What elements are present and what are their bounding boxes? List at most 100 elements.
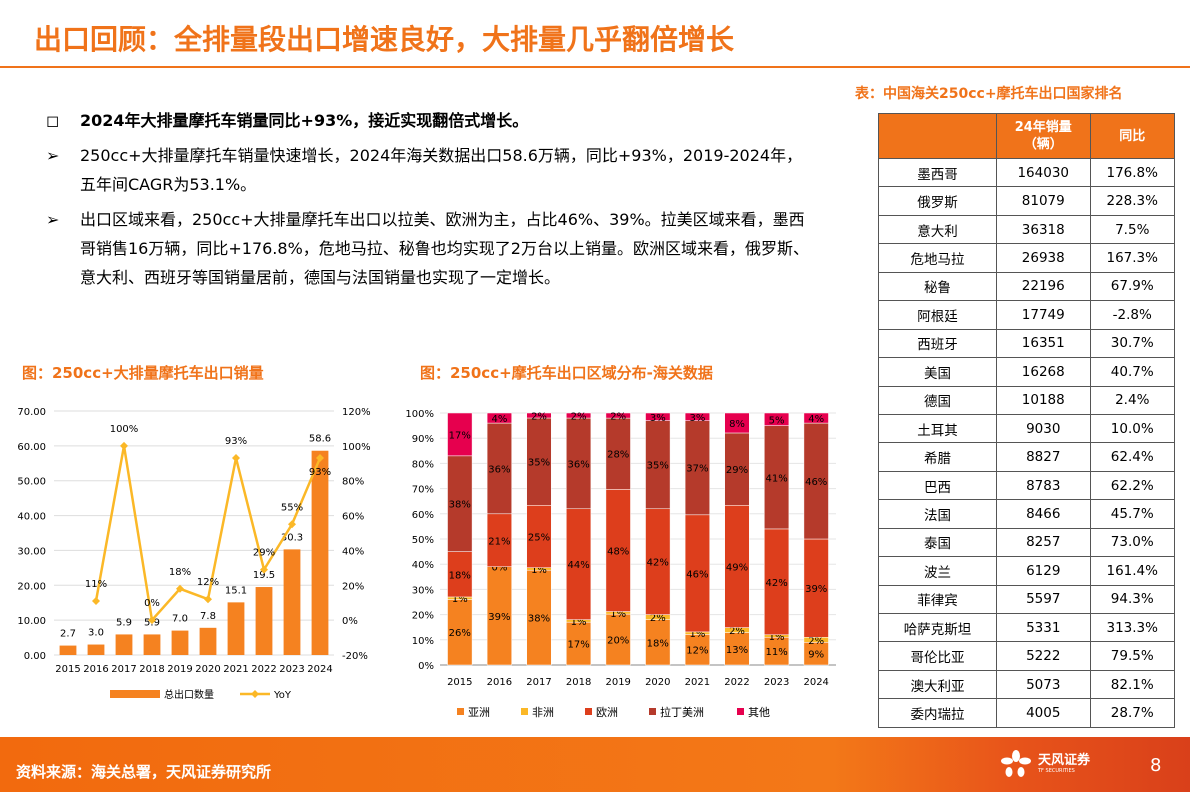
y-tick-right: 100% [342, 442, 371, 453]
table-cell: 巴西 [878, 470, 997, 501]
legend-swatch [457, 708, 464, 715]
table-cell: 2.4% [1089, 385, 1175, 415]
table-cell: 40.7% [1089, 357, 1175, 387]
x-tick: 2018 [139, 664, 164, 675]
yoy-point [260, 565, 268, 574]
segment-label: 35% [647, 461, 669, 472]
segment-label: 12% [686, 646, 708, 657]
bar-segment [447, 455, 473, 552]
region-distribution-chart: 0% 10% 20% 30% 40% 50% 60% 70% 80% 90% 100% 26% 1% 18… [405, 409, 836, 719]
segment-label: 4% [491, 414, 507, 425]
table-cell: 波兰 [878, 556, 997, 586]
y-tick: 70% [412, 485, 434, 496]
table-row: 哥伦比亚 5222 79.5% [878, 641, 1175, 671]
x-tick: 2017 [526, 677, 551, 688]
legend-label: 亚洲 [468, 706, 490, 719]
table-cell: 26938 [996, 243, 1091, 273]
bar-label: 3.0 [88, 628, 104, 639]
table-cell: 5597 [996, 584, 1091, 615]
bar-segment [566, 417, 592, 510]
square-bullet-icon: ◻ [46, 111, 60, 130]
legend-label: 其他 [748, 706, 770, 719]
segment-label: 46% [686, 569, 708, 580]
x-tick: 2021 [685, 677, 710, 688]
y-tick: 100% [405, 409, 434, 420]
x-tick: 2015 [447, 677, 472, 688]
bar-label: 58.6 [309, 434, 331, 445]
table-header: 同比 [1089, 113, 1175, 159]
bar-segment [803, 422, 829, 540]
bar-segment [724, 412, 750, 434]
table-row: 俄罗斯 81079 228.3% [878, 186, 1175, 216]
bar-segment [526, 569, 552, 666]
segment-label: 1% [531, 565, 547, 576]
bar-segment [684, 634, 710, 666]
segment-label: 26% [449, 628, 471, 639]
table-cell: 泰国 [878, 527, 997, 558]
table-cell: 10.0% [1089, 413, 1175, 444]
bar-segment [645, 420, 671, 510]
source-note: 资料来源：海关总署，天风证券研究所 [16, 763, 272, 781]
logo-subtitle: TF SECURITIES [1038, 768, 1075, 774]
segment-label: 1% [571, 617, 587, 628]
segment-label: 28% [607, 450, 629, 461]
country-ranking-table: 24年销量 （辆） 同比 墨西哥 164030 176.8% 俄罗斯 81079 228.3% 意… [878, 113, 1175, 728]
y-tick-right: -20% [342, 651, 368, 662]
bar-segment [764, 412, 790, 426]
table-cell: 8827 [996, 442, 1091, 472]
x-tick: 2019 [605, 677, 630, 688]
segment-label: 4% [808, 414, 824, 425]
table-cell: 美国 [878, 357, 997, 387]
yoy-label: 0% [144, 598, 160, 609]
x-tick: 2016 [83, 664, 108, 675]
y-tick-left: 40.00 [17, 512, 46, 523]
x-tick: 2020 [645, 677, 670, 688]
segment-label: 1% [689, 629, 705, 640]
yoy-point [120, 441, 128, 450]
bar-segment [764, 425, 790, 530]
table-cell: 17749 [996, 300, 1091, 330]
table-row: 土耳其 9030 10.0% [878, 413, 1175, 444]
bar-segment [684, 412, 710, 421]
table-cell: 哈萨克斯坦 [878, 612, 997, 643]
table-cell: 82.1% [1089, 669, 1175, 700]
y-tick: 10% [412, 636, 434, 647]
legend-label: 总出口数量 [164, 688, 214, 701]
table-cell: 30.7% [1089, 328, 1175, 359]
bar-segment [566, 508, 592, 620]
segment-label: 17% [567, 640, 589, 651]
x-tick: 2018 [566, 677, 591, 688]
table-cell: 164030 [996, 157, 1091, 188]
table-cell: 28.7% [1089, 698, 1175, 728]
table-cell: 5331 [996, 612, 1091, 643]
table-row: 德国 10188 2.4% [878, 385, 1175, 415]
yoy-point [232, 454, 240, 463]
table-cell: 法国 [878, 499, 997, 529]
title-divider [0, 66, 1190, 68]
table-cell: 德国 [878, 385, 997, 415]
legend-label: YoY [273, 690, 292, 701]
bullet-text: 2024年大排量摩托车销量同比+93%，接近实现翻倍式增长。 [80, 111, 529, 130]
table-cell: 俄罗斯 [878, 186, 997, 216]
table-row: 澳大利亚 5073 82.1% [878, 669, 1175, 700]
table-cell: 10188 [996, 385, 1091, 415]
yoy-point [288, 520, 296, 529]
segment-label: 48% [607, 546, 629, 557]
bar [87, 644, 105, 655]
bar [199, 627, 217, 655]
table-cell: 79.5% [1089, 641, 1175, 671]
bar-segment [447, 599, 473, 666]
footer: 资料来源：海关总署，天风证券研究所 天风证券 TF SECURITIES 8 [0, 737, 1190, 792]
bar [227, 602, 245, 655]
bar-segment [486, 513, 512, 567]
page-number: 8 [1150, 755, 1162, 776]
yoy-label: 12% [197, 577, 219, 588]
segment-label: 8% [729, 419, 745, 430]
export-volume-chart: 0.00 10.00 20.00 30.00 40.00 50.00 60.00 70.00 -… [17, 407, 371, 701]
logo: 天风证券 TF SECURITIES [1000, 749, 1090, 779]
yoy-point [176, 584, 184, 593]
table-row: 美国 16268 40.7% [878, 357, 1175, 387]
x-tick: 2024 [307, 664, 332, 675]
segment-label: 11% [765, 647, 787, 658]
segment-label: 38% [528, 614, 550, 625]
